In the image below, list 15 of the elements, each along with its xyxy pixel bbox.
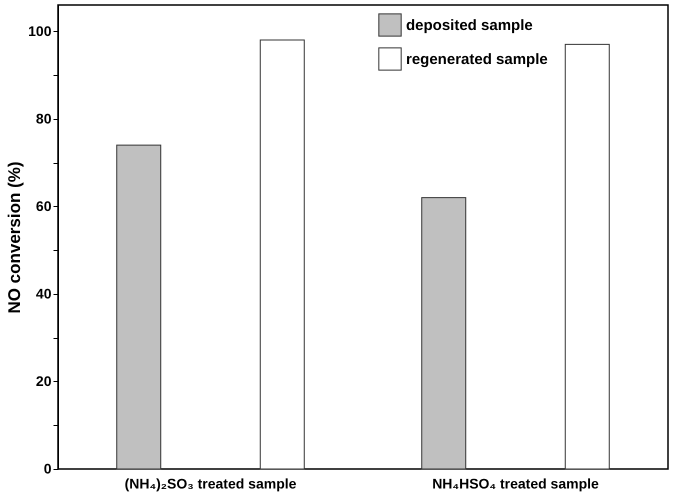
- y-tick-label: 40: [36, 285, 52, 302]
- y-axis-title: NO conversion (%): [5, 161, 24, 314]
- y-tick-label: 80: [36, 110, 52, 126]
- bar: [116, 144, 162, 470]
- legend-label: regenerated sample: [406, 51, 548, 68]
- bar: [421, 197, 466, 470]
- y-tick-label: 100: [28, 22, 52, 39]
- x-tick-label: NH₄HSO₄ treated sample: [432, 476, 600, 492]
- x-tick-label: (NH₄)₂SO₃ treated sample: [124, 476, 297, 492]
- y-tick-label: 20: [36, 372, 52, 389]
- y-tick-label: 0: [44, 460, 52, 476]
- bar: [564, 44, 610, 470]
- legend-label: deposited sample: [406, 17, 533, 34]
- y-tick-label: 60: [36, 198, 52, 214]
- bar: [260, 40, 305, 470]
